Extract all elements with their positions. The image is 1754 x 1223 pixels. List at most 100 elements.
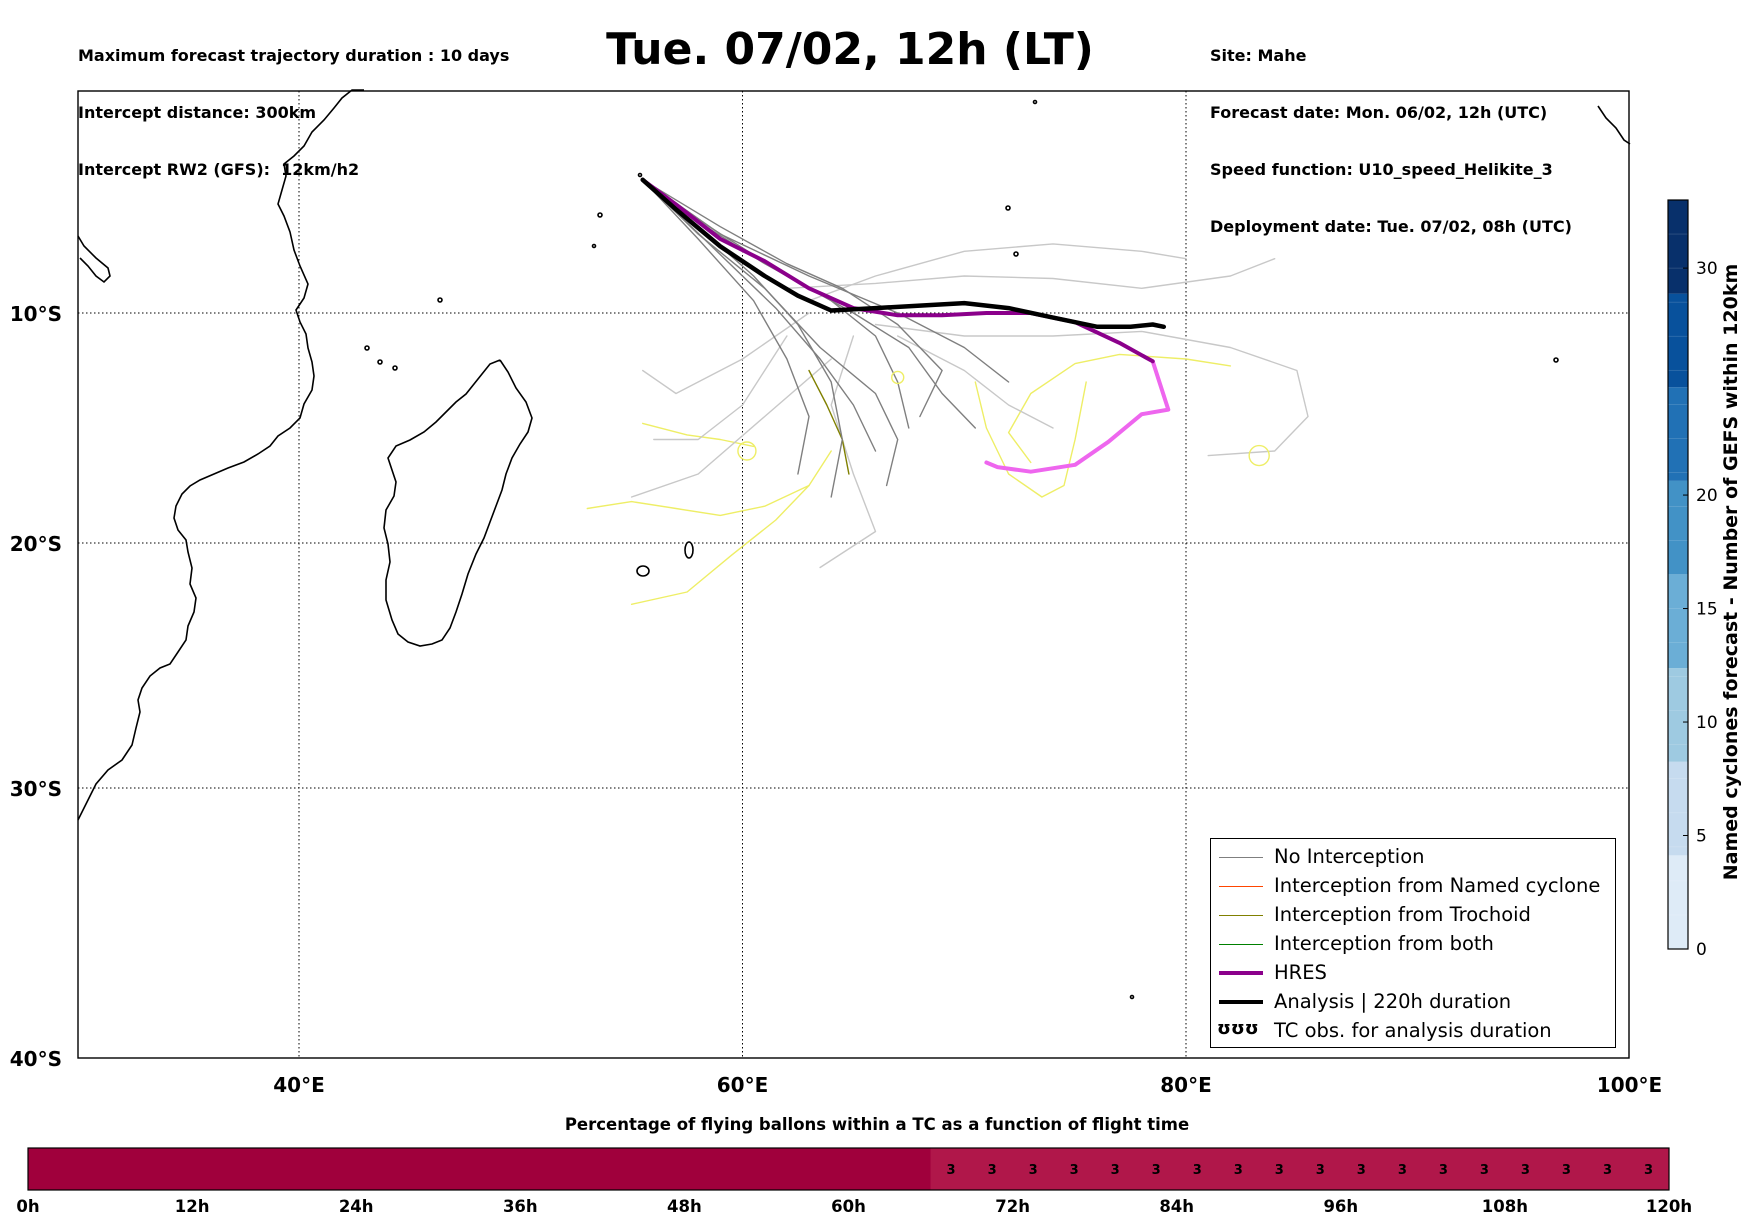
chart-title: Tue. 07/02, 12h (LT): [606, 24, 1094, 75]
header-right-line: Site: Mahe: [1210, 46, 1307, 65]
colorbar-segment: [1668, 855, 1688, 949]
chagos-island: [1005, 205, 1011, 211]
colorbar-segment: [1668, 668, 1688, 762]
colorbar-tick-label: 20: [1696, 486, 1718, 506]
colorbar-tick-label: 10: [1696, 713, 1718, 733]
flight-time-value-label: 3: [1193, 1163, 1202, 1178]
flight-time-tick-label: 60h: [831, 1197, 866, 1216]
trajectory-no-interception: [642, 179, 810, 475]
x-tick-label: 60°E: [717, 1073, 769, 1097]
colorbar-segment: [1668, 387, 1688, 481]
trajectory-yellow-tracks: [974, 381, 1087, 498]
y-tick-label: 20°S: [10, 532, 62, 556]
header-right-line: Forecast date: Mon. 06/02, 12h (UTC): [1210, 103, 1548, 122]
flight-time-value-label: 3: [1644, 1163, 1653, 1178]
trajectory-no-interception-light: [874, 323, 1309, 457]
flight-time-tick-label: 108h: [1482, 1197, 1528, 1216]
legend-label: Interception from Trochoid: [1274, 903, 1531, 926]
trajectory-yellow-tracks: [642, 422, 755, 448]
colorbar-tick-label: 15: [1696, 600, 1718, 620]
legend-label: Interception from Named cyclone: [1274, 874, 1601, 897]
trajectory-analysis: [640, 177, 1167, 330]
colorbar-segment: [1668, 293, 1688, 388]
colorbar-segment: [1668, 761, 1688, 856]
header-left-line: Intercept distance: 300km: [78, 103, 317, 122]
trajectory-yellow-tracks: [1007, 353, 1232, 464]
trajectory-loop: [737, 441, 757, 461]
flight-time-value-label: 3: [1357, 1163, 1366, 1178]
trajectory-no-interception-light: [653, 335, 788, 441]
seychelles-island: [597, 212, 603, 218]
flight-time-value-label: 3: [1480, 1163, 1489, 1178]
plot-frame: [77, 90, 1630, 1059]
trajectory-no-interception: [642, 179, 1010, 383]
small-island: [437, 297, 443, 303]
seychelles-island: [637, 172, 643, 178]
coastlines: [77, 89, 1631, 1000]
legend-label: TC obs. for analysis duration: [1274, 1019, 1552, 1042]
legend-swatch: [1219, 944, 1263, 945]
legend-swatch: [1219, 886, 1263, 887]
flight-time-value-label: 3: [1234, 1163, 1243, 1178]
colorbar-frame: [1667, 199, 1689, 950]
flight-time-bar-segment: [930, 1148, 1669, 1190]
trajectory-hres-light: [984, 359, 1171, 474]
x-tick-label: 40°E: [273, 1073, 325, 1097]
colorbar: 0 5 10 15 20 30: [1667, 199, 1718, 960]
trajectory-loop: [1248, 444, 1270, 467]
legend-swatch: [1219, 1000, 1263, 1004]
legend-entry-tc-obs: ʊʊʊ TC obs. for analysis duration: [1211, 1017, 1615, 1046]
trajectory-no-interception: [642, 179, 877, 452]
agalega-island: [591, 243, 597, 249]
flight-time-tick-label: 0h: [16, 1197, 39, 1216]
flight-time-value-label: 3: [947, 1163, 956, 1178]
africa-coastline: [77, 89, 364, 821]
x-tick-label: 100°E: [1597, 1073, 1662, 1097]
small-island: [1032, 99, 1038, 105]
legend-label: Analysis | 220h duration: [1274, 990, 1512, 1013]
legend-entry-no-interception: No Interception: [1211, 843, 1615, 872]
mauritius-island: [684, 541, 694, 559]
flight-time-tick-label: 96h: [1323, 1197, 1358, 1216]
flight-time-value-label: 3: [1439, 1163, 1448, 1178]
colorbar-segment: [1668, 480, 1688, 575]
flight-time-value-label: 3: [1029, 1163, 1038, 1178]
indonesia-coastline: [1597, 105, 1631, 145]
legend-entry-both: Interception from both: [1211, 930, 1615, 959]
flight-time-value-label: 3: [1070, 1163, 1079, 1178]
africa-horn-coastline: [77, 235, 111, 284]
y-tick-label: 40°S: [10, 1047, 62, 1071]
flight-time-value-label: 3: [1562, 1163, 1571, 1178]
colorbar-tick-label: 30: [1696, 259, 1718, 279]
trajectory-no-interception-light: [808, 243, 1187, 302]
colorbar-segment: [1668, 574, 1688, 669]
trajectory-loop: [891, 370, 905, 385]
colorbar-tick-label: 5: [1696, 827, 1707, 847]
legend-entry-hres: HRES: [1211, 959, 1615, 988]
y-tick-label: 30°S: [10, 777, 62, 801]
legend-label: No Interception: [1274, 845, 1425, 868]
legend-swatch: [1219, 857, 1263, 858]
colorbar-segment: [1668, 200, 1688, 294]
flight-time-title: Percentage of flying ballons within a TC…: [564, 1115, 1190, 1134]
flight-time-value-label: 3: [1316, 1163, 1325, 1178]
header-right-info: Site: Mahe Forecast date: Mon. 06/02, 12…: [1210, 8, 1572, 255]
flight-time-value-label: 3: [1111, 1163, 1120, 1178]
x-tick-label: 80°E: [1160, 1073, 1212, 1097]
header-right-line: Deployment date: Tue. 07/02, 08h (UTC): [1210, 217, 1572, 236]
legend-swatch: [1219, 971, 1263, 975]
flight-time-value-label: 3: [988, 1163, 997, 1178]
colorbar-label: Named cyclones forecast - Number of GEFS…: [1720, 263, 1742, 881]
map-axes: [77, 90, 1630, 1059]
trajectory-no-interception-light: [786, 258, 1276, 289]
legend: No Interception Interception from Named …: [1210, 838, 1616, 1048]
flight-time-bar: 3 3 3 3 3 3 3 3 3 3 3 3 3 3 3 3 3 3 0h 12h 24h 36h 48h 60h 72h 84…: [16, 1147, 1692, 1216]
flight-time-value-label: 3: [1603, 1163, 1612, 1178]
flight-time-value-label: 3: [1275, 1163, 1284, 1178]
flight-time-tick-label: 12h: [175, 1197, 210, 1216]
chagos-island: [1013, 251, 1019, 257]
flight-time-tick-label: 72h: [995, 1197, 1030, 1216]
madagascar-coastline: [383, 359, 533, 647]
flight-time-tick-label: 84h: [1159, 1197, 1194, 1216]
trajectory-no-interception: [642, 179, 943, 418]
